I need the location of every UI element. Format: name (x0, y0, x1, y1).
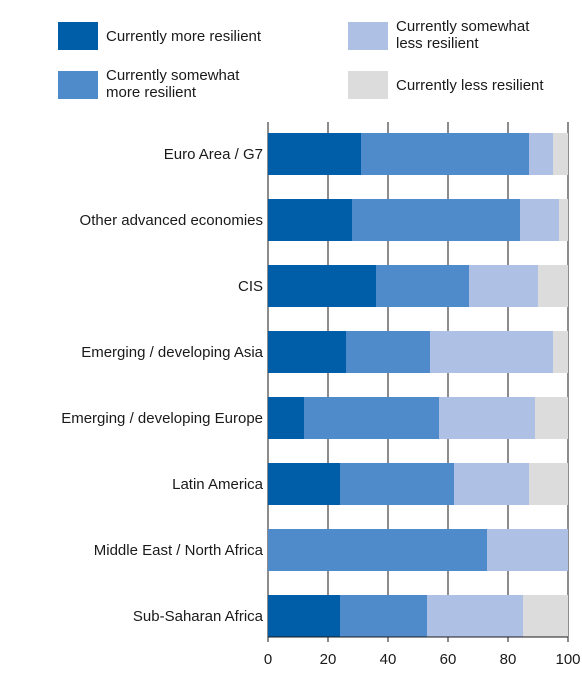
bar-2-series-1 (376, 265, 469, 307)
bar-1-series-0 (268, 199, 352, 241)
category-label: Other advanced economies (80, 212, 263, 229)
bar-1-series-3 (559, 199, 568, 241)
legend-label-0: Currently more resilient (106, 28, 262, 45)
legend-swatch-0 (58, 22, 98, 50)
x-tick-label: 80 (500, 651, 517, 668)
bar-2-series-0 (268, 265, 376, 307)
bar-6-series-1 (268, 529, 487, 571)
bar-4-series-2 (439, 397, 535, 439)
x-tick-label: 40 (380, 651, 397, 668)
bar-4-series-0 (268, 397, 304, 439)
bar-0-series-3 (553, 133, 568, 175)
bar-3-series-2 (430, 331, 553, 373)
legend: Currently more resilient Currently somewh… (58, 18, 544, 101)
legend-label-2: Currently somewhat less resilient (396, 18, 530, 52)
bar-2-series-3 (538, 265, 568, 307)
bar-3-series-3 (553, 331, 568, 373)
axis-layer: Euro Area / G7 Other advanced economies CI… (61, 146, 580, 668)
bar-7-series-3 (523, 595, 568, 637)
category-label: Euro Area / G7 (164, 146, 263, 163)
bar-0-series-2 (529, 133, 553, 175)
bar-1-series-1 (352, 199, 520, 241)
legend-label-3: Currently less resilient (396, 77, 544, 94)
bar-3-series-0 (268, 331, 346, 373)
category-label: Emerging / developing Europe (61, 410, 263, 427)
bar-0-series-1 (361, 133, 529, 175)
bar-layer (268, 133, 568, 637)
bar-1-series-2 (520, 199, 559, 241)
category-label: Emerging / developing Asia (81, 344, 263, 361)
bar-0-series-0 (268, 133, 361, 175)
bar-3-series-1 (346, 331, 430, 373)
x-tick-label: 60 (440, 651, 457, 668)
bar-7-series-2 (427, 595, 523, 637)
bar-7-series-0 (268, 595, 340, 637)
x-tick-label: 20 (320, 651, 337, 668)
bar-4-series-3 (535, 397, 568, 439)
legend-swatch-2 (348, 22, 388, 50)
bar-5-series-3 (529, 463, 568, 505)
category-label: Sub-Saharan Africa (133, 608, 264, 625)
x-tick-label: 0 (264, 651, 272, 668)
legend-swatch-3 (348, 71, 388, 99)
bar-2-series-2 (469, 265, 538, 307)
bar-5-series-2 (454, 463, 529, 505)
bar-5-series-1 (340, 463, 454, 505)
bar-5-series-0 (268, 463, 340, 505)
x-tick-label: 100 (555, 651, 580, 668)
bar-4-series-1 (304, 397, 439, 439)
bar-7-series-1 (340, 595, 427, 637)
legend-swatch-1 (58, 71, 98, 99)
category-label: CIS (238, 278, 263, 295)
legend-label-1: Currently somewhat more resilient (106, 67, 240, 101)
category-label: Latin America (172, 476, 264, 493)
category-label: Middle East / North Africa (94, 542, 264, 559)
bar-6-series-2 (487, 529, 568, 571)
